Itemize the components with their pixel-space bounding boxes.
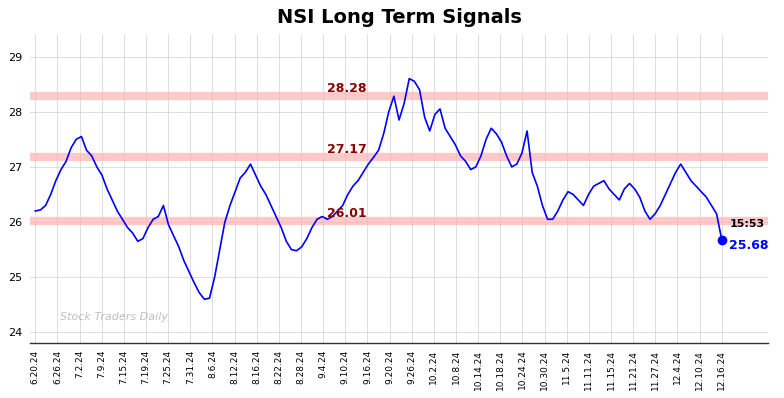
Text: 28.28: 28.28: [327, 82, 367, 95]
Text: 26.01: 26.01: [327, 207, 367, 220]
Title: NSI Long Term Signals: NSI Long Term Signals: [277, 8, 521, 27]
Text: 25.68: 25.68: [729, 239, 769, 252]
Text: 15:53: 15:53: [729, 219, 764, 229]
Text: Stock Traders Daily: Stock Traders Daily: [60, 312, 168, 322]
Text: 27.17: 27.17: [327, 143, 367, 156]
